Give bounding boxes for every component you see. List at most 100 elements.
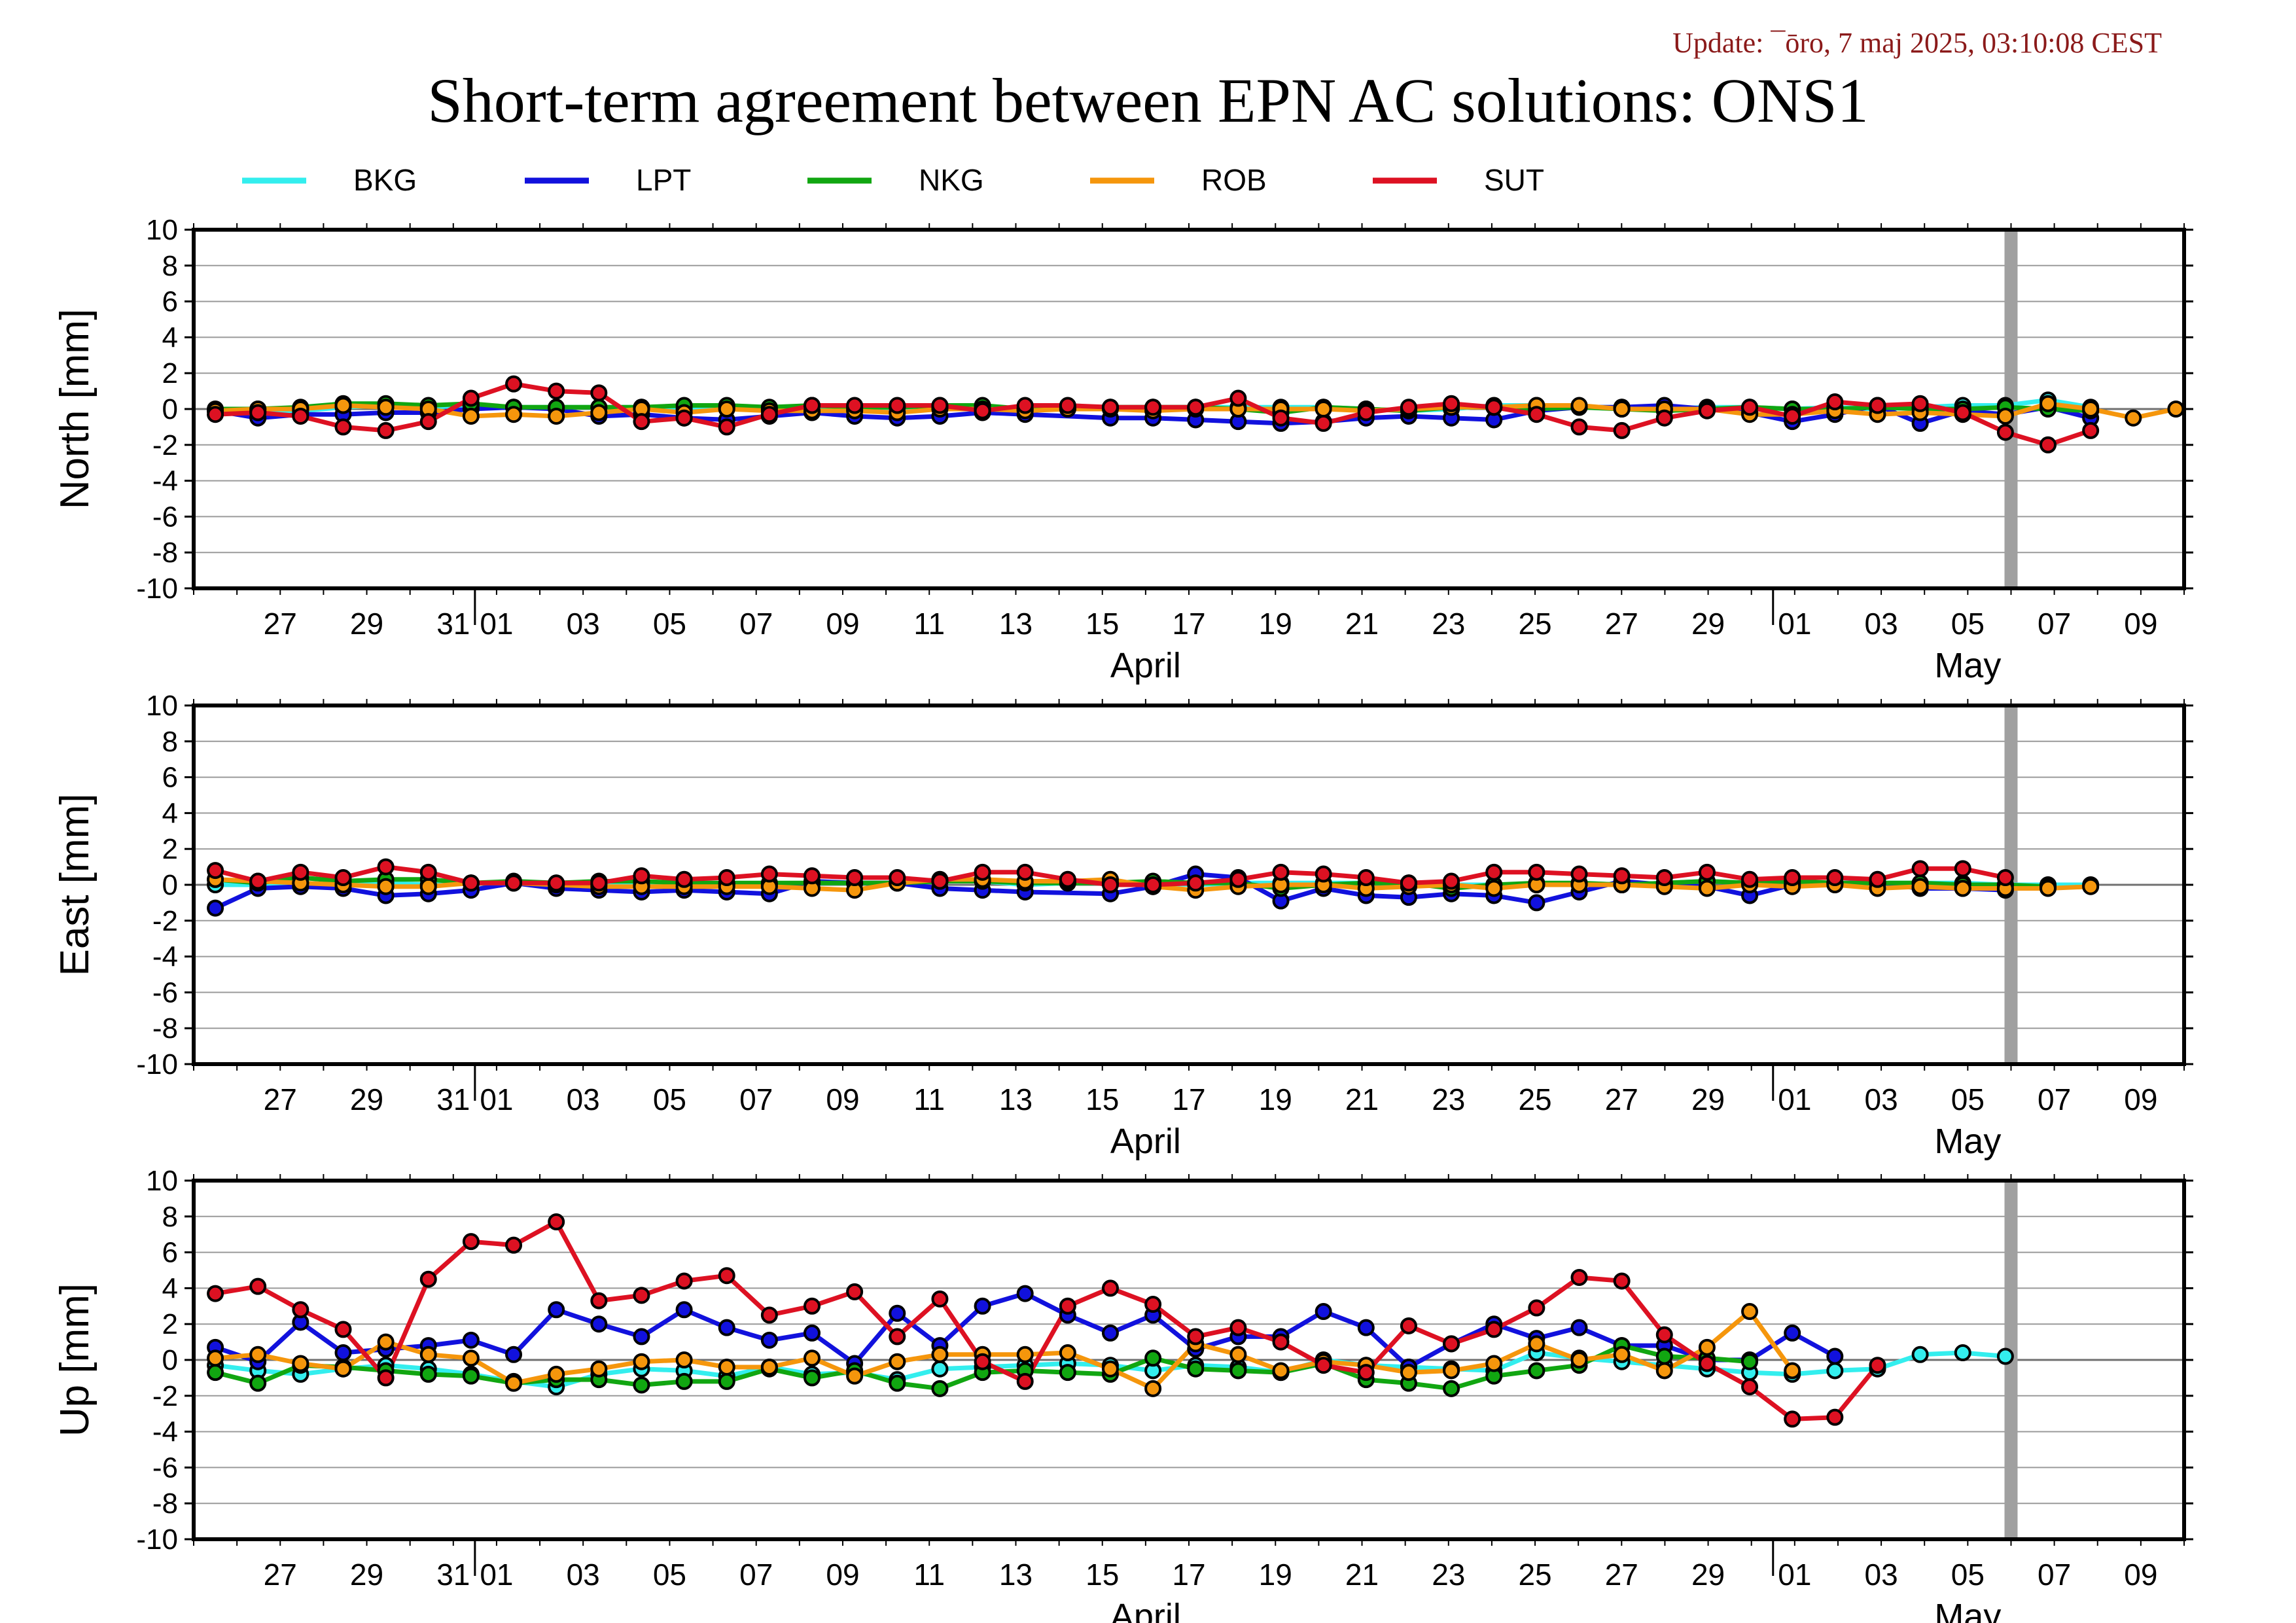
data-point-sut — [1570, 865, 1588, 883]
data-point-sut — [846, 397, 864, 414]
month-label: May — [1934, 1597, 2001, 1623]
x-tick-label: 15 — [1086, 1558, 1119, 1592]
y-tick-label: 2 — [162, 833, 178, 865]
data-point-sut — [505, 375, 523, 393]
data-point-sut — [718, 418, 735, 436]
data-point-sut — [334, 418, 352, 436]
data-point-sut — [1187, 1328, 1205, 1346]
data-point-nkg — [249, 1374, 267, 1392]
x-tick-label: 31 — [436, 1082, 470, 1116]
x-tick-label: 11 — [913, 607, 945, 641]
data-point-lpt — [590, 1315, 608, 1333]
data-point-rob — [804, 1349, 821, 1367]
data-point-lpt — [548, 1301, 565, 1319]
data-point-bkg — [1996, 1347, 2014, 1365]
y-tick-label: 10 — [146, 1165, 178, 1197]
y-tick-label: 10 — [146, 690, 178, 722]
data-point-rob — [2040, 880, 2057, 897]
data-point-rob — [633, 1353, 650, 1370]
x-tick-label: 17 — [1172, 1082, 1205, 1116]
data-point-nkg — [804, 1369, 821, 1387]
data-point-rob — [1059, 1344, 1076, 1362]
data-point-rob — [249, 1346, 267, 1363]
data-point-sut — [1485, 863, 1503, 881]
data-point-sut — [846, 869, 864, 887]
data-point-rob — [1570, 397, 1588, 414]
y-tick-label: -8 — [152, 1012, 178, 1044]
series-line-sut — [215, 1219, 1880, 1421]
data-point-sut — [590, 1292, 608, 1310]
data-point-sut — [590, 384, 608, 402]
data-point-sut — [633, 867, 650, 885]
y-tick-label: 6 — [162, 286, 178, 318]
x-tick-label: 09 — [826, 1558, 859, 1592]
y-tick-label: -10 — [136, 1524, 178, 1556]
data-point-rob — [889, 1353, 906, 1370]
data-point-sut — [1655, 409, 1673, 427]
data-point-sut — [2082, 421, 2100, 439]
data-point-rob — [2167, 401, 2185, 418]
data-point-rob — [1570, 1351, 1588, 1368]
data-point-rob — [462, 407, 480, 425]
data-point-rob — [2082, 878, 2100, 895]
data-point-sut — [1741, 870, 1759, 888]
data-point-sut — [1698, 863, 1716, 881]
x-tick-label: 19 — [1259, 1082, 1292, 1116]
x-tick-label: 21 — [1345, 1558, 1379, 1592]
x-tick-label: 01 — [480, 1558, 513, 1592]
x-tick-label: 05 — [653, 607, 686, 641]
data-point-sut — [548, 382, 565, 400]
data-point-rob — [846, 1367, 864, 1385]
data-point-sut — [2040, 436, 2057, 454]
data-point-rob — [1954, 880, 1971, 897]
chart-title: Short-term agreement between EPN AC solu… — [427, 65, 1869, 135]
data-point-lpt — [1101, 1324, 1119, 1342]
data-point-sut — [675, 870, 693, 888]
x-tick-label: 09 — [826, 607, 859, 641]
data-point-rob — [1698, 1338, 1716, 1356]
data-point-sut — [1741, 399, 1759, 416]
data-point-lpt — [207, 899, 224, 917]
x-tick-label: 11 — [913, 1082, 945, 1116]
data-point-bkg — [1911, 1346, 1929, 1363]
x-tick-label: 07 — [739, 1558, 773, 1592]
data-point-sut — [1016, 397, 1034, 414]
data-point-nkg — [419, 1365, 437, 1383]
x-tick-label: 25 — [1518, 1558, 1551, 1592]
month-label: May — [1934, 646, 2001, 685]
data-point-lpt — [974, 1297, 991, 1315]
data-point-rob — [377, 878, 395, 895]
data-point-sut — [931, 397, 949, 414]
data-point-nkg — [931, 1380, 949, 1397]
data-point-rob — [1315, 401, 1332, 418]
data-point-rob — [2125, 409, 2142, 427]
data-point-rob — [1528, 1335, 1545, 1353]
x-tick-label: 27 — [264, 1082, 297, 1116]
y-tick-label: 0 — [162, 869, 178, 901]
y-tick-label: -2 — [152, 429, 178, 461]
data-point-sut — [1357, 404, 1375, 421]
x-tick-label: 13 — [999, 607, 1033, 641]
data-point-sut — [1613, 867, 1631, 885]
data-point-rob — [334, 1360, 352, 1378]
data-point-sut — [1059, 1297, 1076, 1315]
data-point-lpt — [1528, 894, 1545, 912]
legend-label-lpt: LPT — [636, 163, 691, 197]
y-tick-label: -6 — [152, 1452, 178, 1484]
data-point-sut — [1144, 399, 1162, 416]
data-point-lpt — [334, 1344, 352, 1362]
data-point-sut — [1272, 1333, 1290, 1351]
data-point-rob — [760, 1358, 778, 1376]
x-tick-label: 01 — [480, 1082, 513, 1116]
y-tick-label: 4 — [162, 321, 178, 353]
x-tick-label: 01 — [480, 607, 513, 641]
data-point-sut — [718, 1267, 735, 1285]
data-point-rob — [334, 397, 352, 414]
data-point-sut — [1911, 860, 1929, 878]
x-tick-label: 29 — [350, 1558, 383, 1592]
data-point-sut — [1869, 870, 1886, 888]
x-tick-label: 25 — [1518, 607, 1551, 641]
x-tick-label: 27 — [1605, 1082, 1638, 1116]
x-tick-label: 21 — [1345, 1082, 1379, 1116]
